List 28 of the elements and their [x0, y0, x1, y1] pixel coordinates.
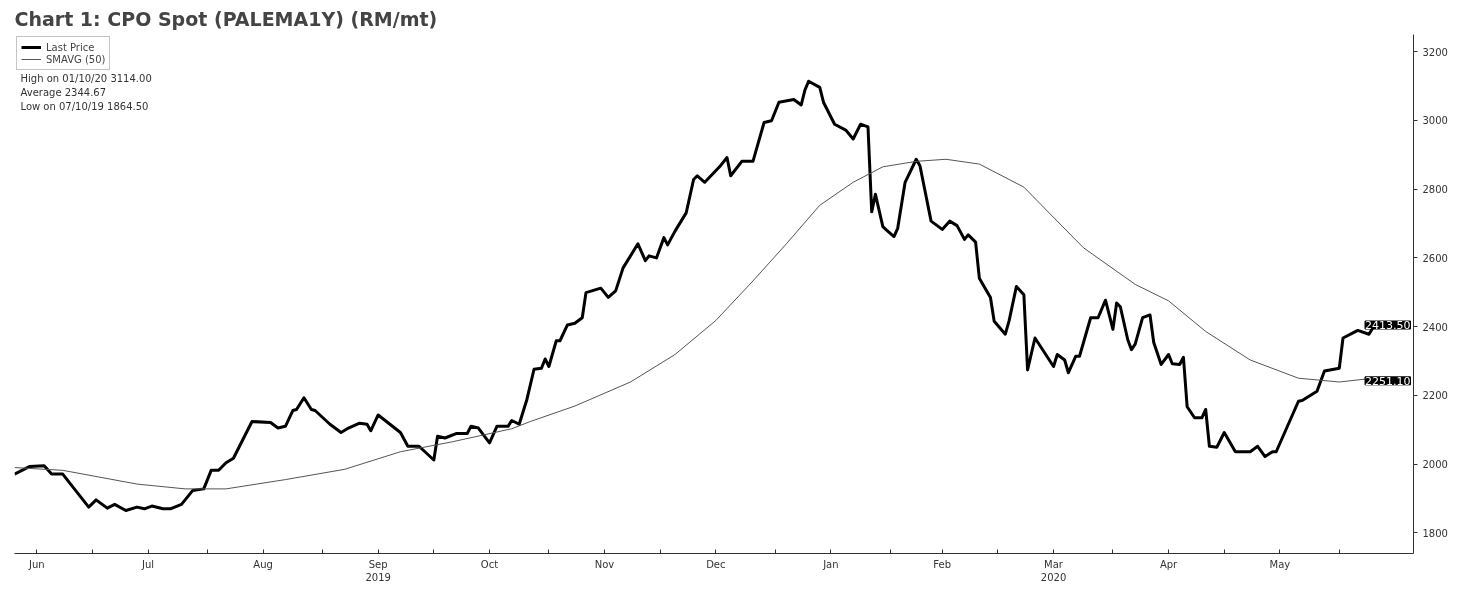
x-tick-label: Jun: [27, 558, 45, 570]
annotation: High on 01/10/20 3114.00: [20, 72, 152, 84]
x-tick-label: Nov: [594, 558, 615, 570]
x-tick-label: Mar 2020: [1040, 558, 1067, 583]
data-label: 2251.10: [1365, 374, 1411, 388]
annotation: Low on 07/10/19 1864.50: [20, 100, 149, 112]
y-tick-label: 1800: [1422, 527, 1448, 539]
x-tick-label: Aug: [253, 558, 273, 570]
legend-label: Last Price: [46, 41, 95, 53]
data-label: 2413.50: [1365, 319, 1411, 333]
x-tick-label: Oct: [480, 558, 499, 570]
x-tick-label: Jan: [822, 558, 839, 570]
y-tick-label: 2800: [1422, 184, 1448, 196]
annotation: Average 2344.67: [20, 86, 107, 98]
y-tick-label: 2000: [1422, 459, 1448, 471]
x-tick-label: May: [1269, 558, 1291, 570]
chart-title: Chart 1: CPO Spot (PALEMA1Y) (RM/mt): [14, 7, 438, 30]
x-tick-label: Feb: [933, 558, 952, 570]
y-tick-label: 3000: [1422, 115, 1448, 127]
x-tick-label: Dec: [706, 558, 726, 570]
y-tick-label: 2200: [1422, 390, 1448, 402]
legend-label: SMAVG (50): [46, 53, 106, 65]
x-tick-label: Sep 2019: [365, 558, 391, 583]
x-tick-label: Apr: [1159, 558, 1179, 570]
y-tick-label: 2600: [1422, 252, 1448, 264]
y-tick-label: 3200: [1422, 46, 1448, 58]
x-tick-label: Jul: [141, 558, 155, 570]
y-tick-label: 2400: [1422, 321, 1448, 333]
